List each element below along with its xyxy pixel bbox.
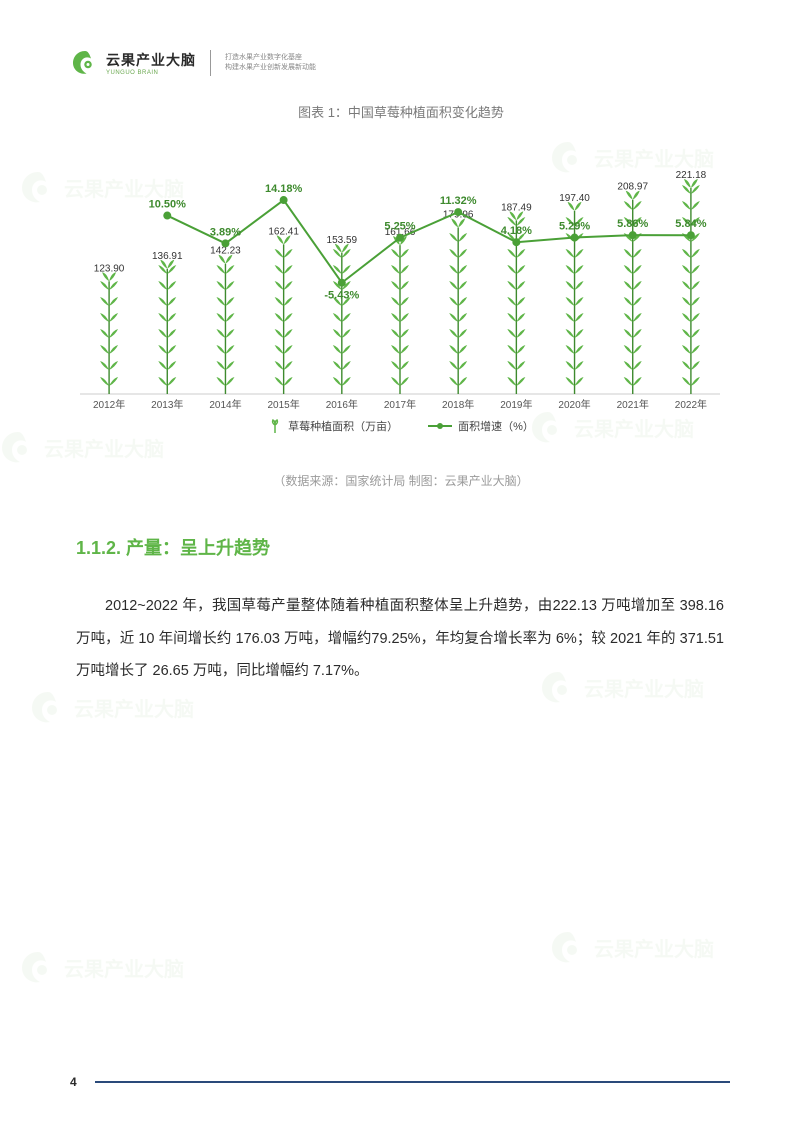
section-heading: 1.1.2. 产量：呈上升趋势 [76, 534, 270, 560]
svg-text:云果产业大脑: 云果产业大脑 [64, 957, 184, 981]
svg-text:2013年: 2013年 [151, 398, 183, 411]
tagline-line1: 打造水果产业数字化基座 [225, 53, 316, 64]
svg-text:2019年: 2019年 [500, 398, 532, 411]
svg-text:2014年: 2014年 [209, 398, 241, 411]
tagline-line2: 构建水果产业创新发展新动能 [225, 63, 316, 74]
legend-line-label: 面积增速（%） [458, 418, 534, 434]
svg-text:2015年: 2015年 [268, 398, 300, 411]
svg-text:5.86%: 5.86% [617, 218, 648, 230]
svg-text:3.89%: 3.89% [210, 226, 241, 238]
page-header: 云果产业大脑 YUNGUO BRAIN 打造水果产业数字化基座 构建水果产业创新… [70, 48, 316, 78]
svg-text:14.18%: 14.18% [265, 183, 303, 195]
legend-bar-label: 草莓种植面积（万亩） [288, 418, 398, 434]
svg-text:云果产业大脑: 云果产业大脑 [44, 437, 164, 461]
svg-text:云果产业大脑: 云果产业大脑 [594, 937, 714, 961]
page-footer: 4 [70, 1075, 730, 1089]
svg-text:云果产业大脑: 云果产业大脑 [74, 697, 194, 721]
svg-text:2018年: 2018年 [442, 398, 474, 411]
svg-text:162.41: 162.41 [268, 226, 299, 237]
svg-text:11.32%: 11.32% [440, 195, 477, 207]
chart-title: 图表 1：中国草莓种植面积变化趋势 [0, 102, 802, 121]
plant-icon [268, 419, 282, 433]
svg-text:2022年: 2022年 [675, 398, 707, 411]
page-number: 4 [70, 1075, 77, 1089]
svg-text:2020年: 2020年 [558, 398, 590, 411]
legend-line: 面积增速（%） [428, 418, 534, 434]
svg-text:4.18%: 4.18% [501, 225, 532, 237]
svg-text:2012年: 2012年 [93, 398, 125, 411]
chart-legend: 草莓种植面积（万亩） 面积增速（%） [0, 418, 802, 434]
svg-text:-5.43%: -5.43% [324, 290, 359, 302]
combo-chart: 123.902012年136.912013年142.232014年162.412… [70, 128, 730, 418]
svg-text:187.49: 187.49 [501, 202, 532, 213]
svg-text:5.29%: 5.29% [559, 221, 590, 233]
chart-area: 123.902012年136.912013年142.232014年162.412… [70, 128, 730, 418]
svg-text:5.84%: 5.84% [675, 218, 706, 230]
svg-text:153.59: 153.59 [327, 235, 358, 246]
footer-rule [95, 1081, 730, 1083]
source-note: （数据来源：国家统计局 制图：云果产业大脑） [0, 472, 802, 489]
brand-en: YUNGUO BRAIN [106, 70, 196, 76]
header-divider [210, 50, 211, 76]
svg-text:2016年: 2016年 [326, 398, 358, 411]
legend-bar: 草莓种植面积（万亩） [268, 418, 398, 434]
svg-text:208.97: 208.97 [617, 182, 648, 193]
svg-text:2017年: 2017年 [384, 398, 416, 411]
svg-text:136.91: 136.91 [152, 251, 183, 262]
body-paragraph: 2012~2022 年，我国草莓产量整体随着种植面积整体呈上升趋势，由222.1… [76, 590, 724, 688]
line-marker-icon [428, 421, 452, 431]
svg-text:221.18: 221.18 [676, 170, 707, 181]
header-tagline: 打造水果产业数字化基座 构建水果产业创新发展新动能 [225, 53, 316, 74]
svg-text:10.50%: 10.50% [149, 199, 187, 211]
svg-text:2021年: 2021年 [617, 398, 649, 411]
svg-text:123.90: 123.90 [94, 263, 125, 274]
logo-swirl-icon [70, 48, 100, 78]
svg-text:197.40: 197.40 [559, 193, 590, 204]
brand-cn: 云果产业大脑 [106, 50, 196, 70]
svg-text:5.25%: 5.25% [384, 221, 415, 233]
